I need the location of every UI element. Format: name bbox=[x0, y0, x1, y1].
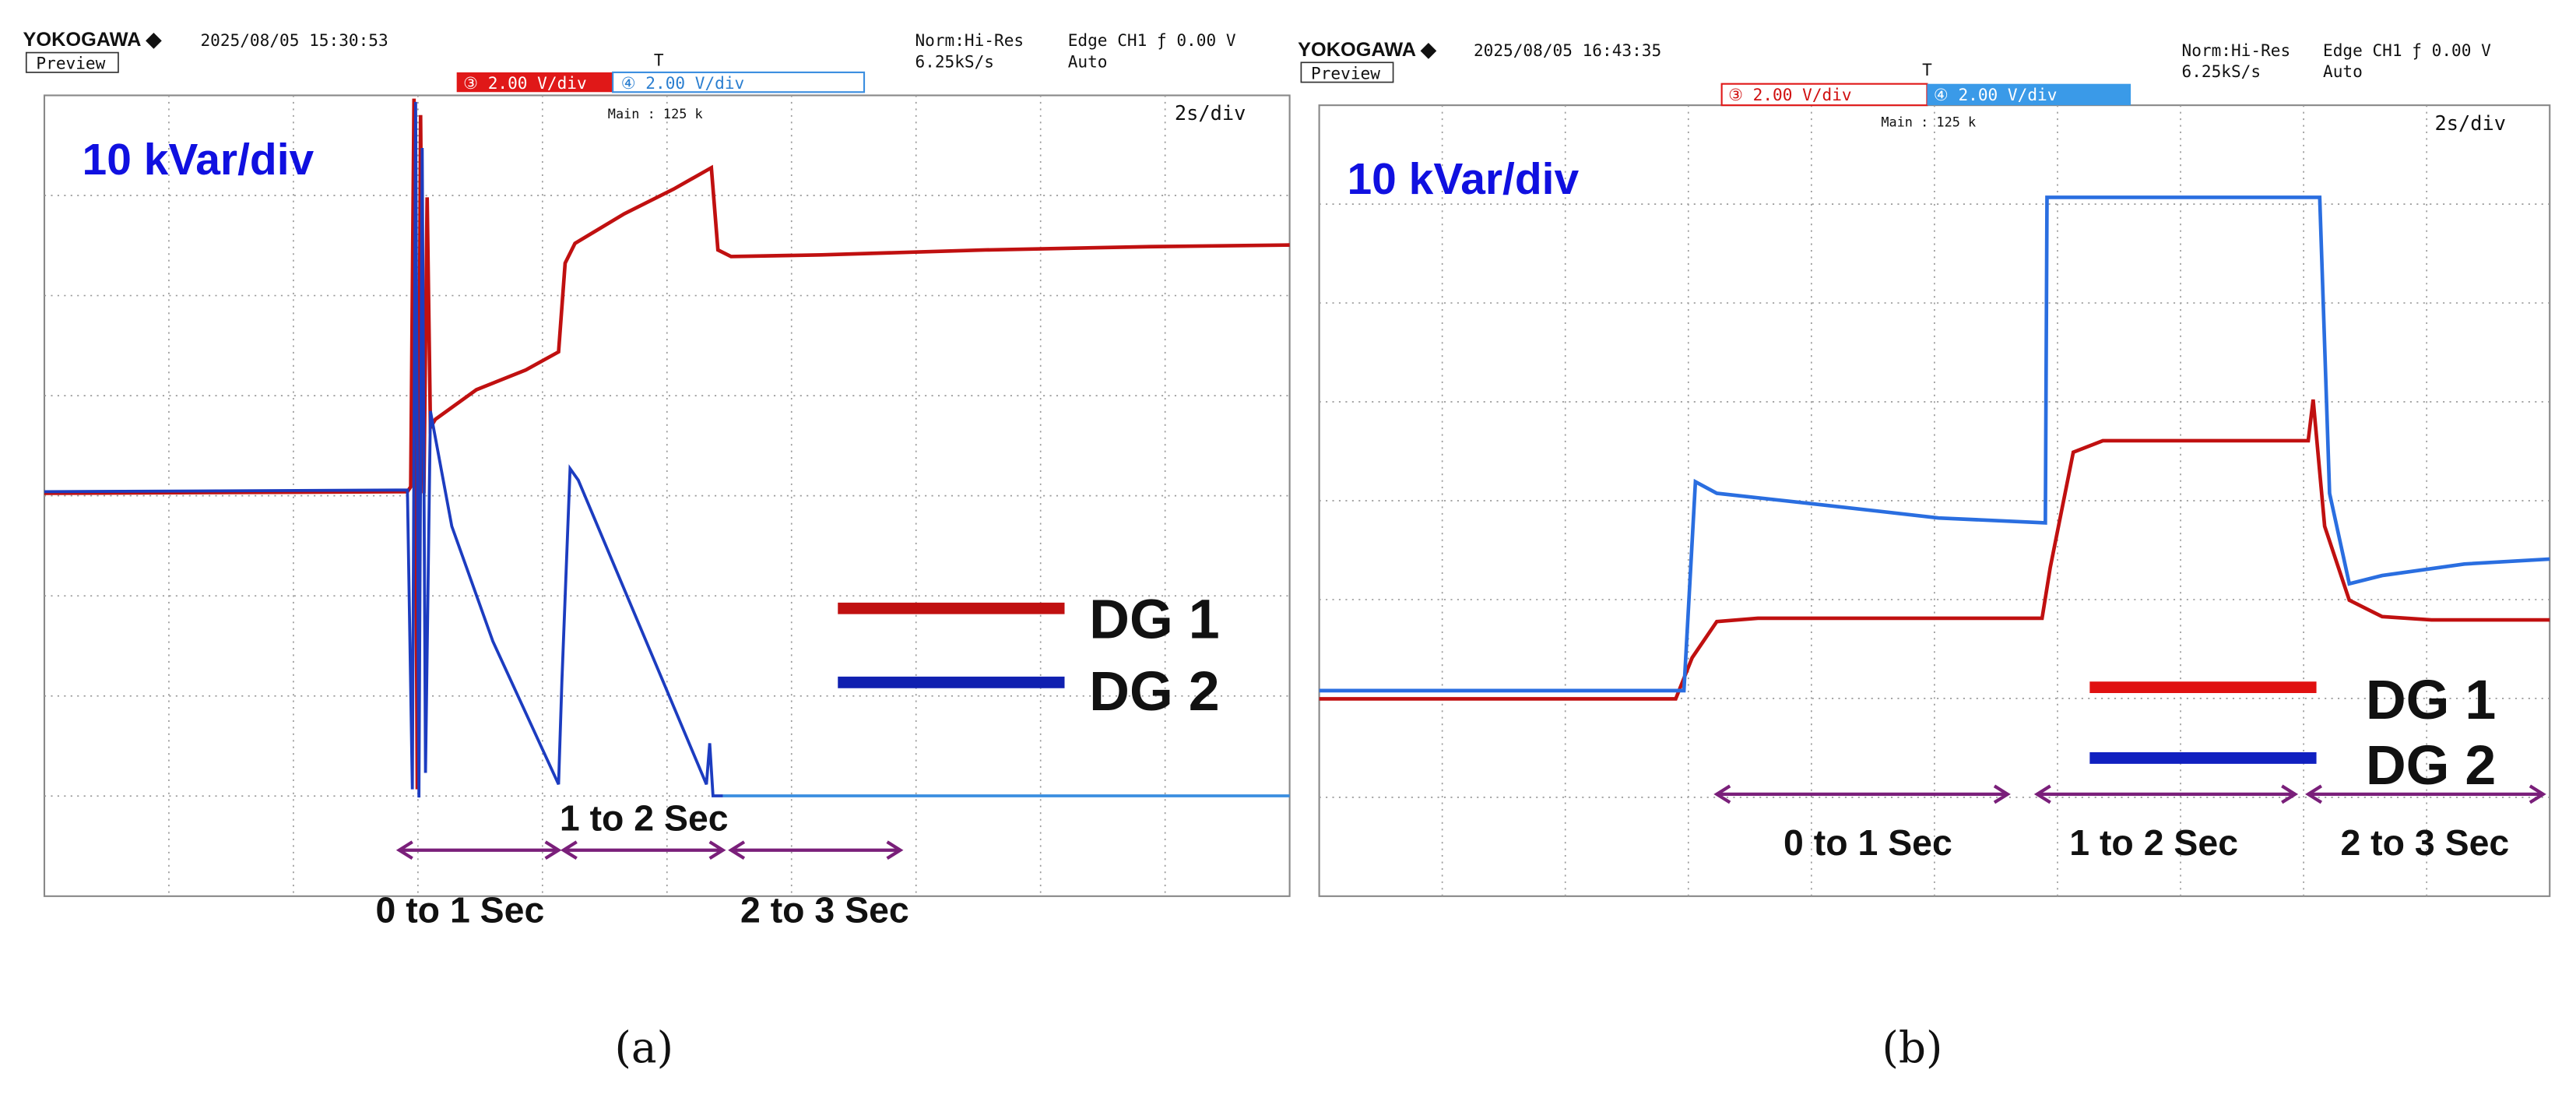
mode: Norm:Hi-Res bbox=[915, 30, 1024, 50]
scale-label: 10 kVar/div bbox=[83, 135, 315, 185]
legend-label: DG 2 bbox=[2366, 734, 2496, 797]
channel-box bbox=[456, 72, 613, 93]
trace-dg2 bbox=[1319, 195, 2550, 693]
preview: Preview bbox=[1311, 63, 1380, 83]
channel-label: ④ 2.00 V/div bbox=[1934, 85, 2058, 104]
arrow-head bbox=[886, 840, 904, 860]
mode: Norm:Hi-Res bbox=[2182, 40, 2291, 60]
arrow-head bbox=[560, 840, 578, 860]
channel-box bbox=[1720, 83, 1928, 107]
panel-b: YOKOGAWA ◆ 2025/08/05 16:43:35 Preview N… bbox=[1298, 39, 2551, 1072]
interval-label: 1 to 2 Sec bbox=[2069, 822, 2238, 863]
caption: (b) bbox=[1882, 1022, 1942, 1072]
trace-dg1 bbox=[44, 98, 1290, 790]
trigger: Edge CH1 ƒ 0.00 V bbox=[2323, 40, 2491, 60]
channel-box bbox=[612, 71, 866, 93]
channel-label: ③ 2.00 V/div bbox=[463, 73, 587, 93]
interval-label: 0 to 1 Sec bbox=[1784, 822, 1952, 863]
timestamp: 2025/08/05 16:43:35 bbox=[1474, 40, 1661, 60]
preview: Preview bbox=[36, 54, 105, 73]
channel-label: ④ 2.00 V/div bbox=[621, 73, 745, 93]
interval-label: 0 to 1 Sec bbox=[376, 890, 545, 931]
timebase: 2s/div bbox=[1175, 101, 1246, 125]
arrow-head bbox=[1713, 784, 1731, 804]
trace-dg1 bbox=[1319, 399, 2550, 701]
trigger-marker: T bbox=[654, 50, 664, 69]
interval-arrows bbox=[1713, 784, 2546, 804]
trigger: Edge CH1 ƒ 0.00 V bbox=[1068, 30, 1236, 50]
caption: (a) bbox=[614, 1022, 673, 1072]
grid bbox=[1319, 105, 2550, 896]
interval-arrows bbox=[395, 840, 904, 860]
arrow-head bbox=[728, 840, 746, 860]
scale-label: 10 kVar/div bbox=[1347, 154, 1579, 204]
arrow-head bbox=[1993, 784, 2011, 804]
grid bbox=[44, 95, 1290, 896]
timestamp: 2025/08/05 15:30:53 bbox=[200, 30, 388, 50]
rate: 6.25kS/s bbox=[915, 52, 994, 72]
channel-box bbox=[1927, 83, 2131, 106]
legend-label: DG 2 bbox=[1089, 660, 1219, 723]
legend-label: DG 1 bbox=[2366, 669, 2496, 731]
preview-box bbox=[25, 51, 119, 73]
preview-box bbox=[1300, 62, 1394, 83]
trigger-mode: Auto bbox=[1068, 52, 1108, 72]
arrow-head bbox=[544, 840, 562, 860]
legend-label: DG 1 bbox=[1089, 588, 1219, 650]
main: Main : 125 k bbox=[608, 106, 703, 121]
main: Main : 125 k bbox=[1881, 114, 1976, 130]
arrow-head bbox=[395, 840, 413, 860]
arrow-head bbox=[2033, 784, 2051, 804]
brand: YOKOGAWA ◆ bbox=[23, 29, 162, 51]
timebase: 2s/div bbox=[2435, 111, 2506, 135]
trigger-marker: T bbox=[1922, 60, 1932, 79]
rate: 6.25kS/s bbox=[2182, 62, 2261, 81]
arrow-head bbox=[708, 840, 726, 860]
interval-label: 2 to 3 Sec bbox=[740, 890, 909, 931]
trigger-mode: Auto bbox=[2323, 62, 2363, 81]
interval-label: 1 to 2 Sec bbox=[560, 797, 729, 838]
arrow-head bbox=[2281, 784, 2299, 804]
arrow-head bbox=[2529, 784, 2546, 804]
panel-a: YOKOGAWA ◆ 2025/08/05 15:30:53 Preview N… bbox=[23, 29, 1291, 1072]
brand: YOKOGAWA ◆ bbox=[1298, 39, 1436, 61]
channel-label: ③ 2.00 V/div bbox=[1728, 85, 1852, 104]
trace-dg2 bbox=[44, 101, 723, 798]
interval-label: 2 to 3 Sec bbox=[2340, 822, 2509, 863]
arrow-head bbox=[2305, 784, 2323, 804]
